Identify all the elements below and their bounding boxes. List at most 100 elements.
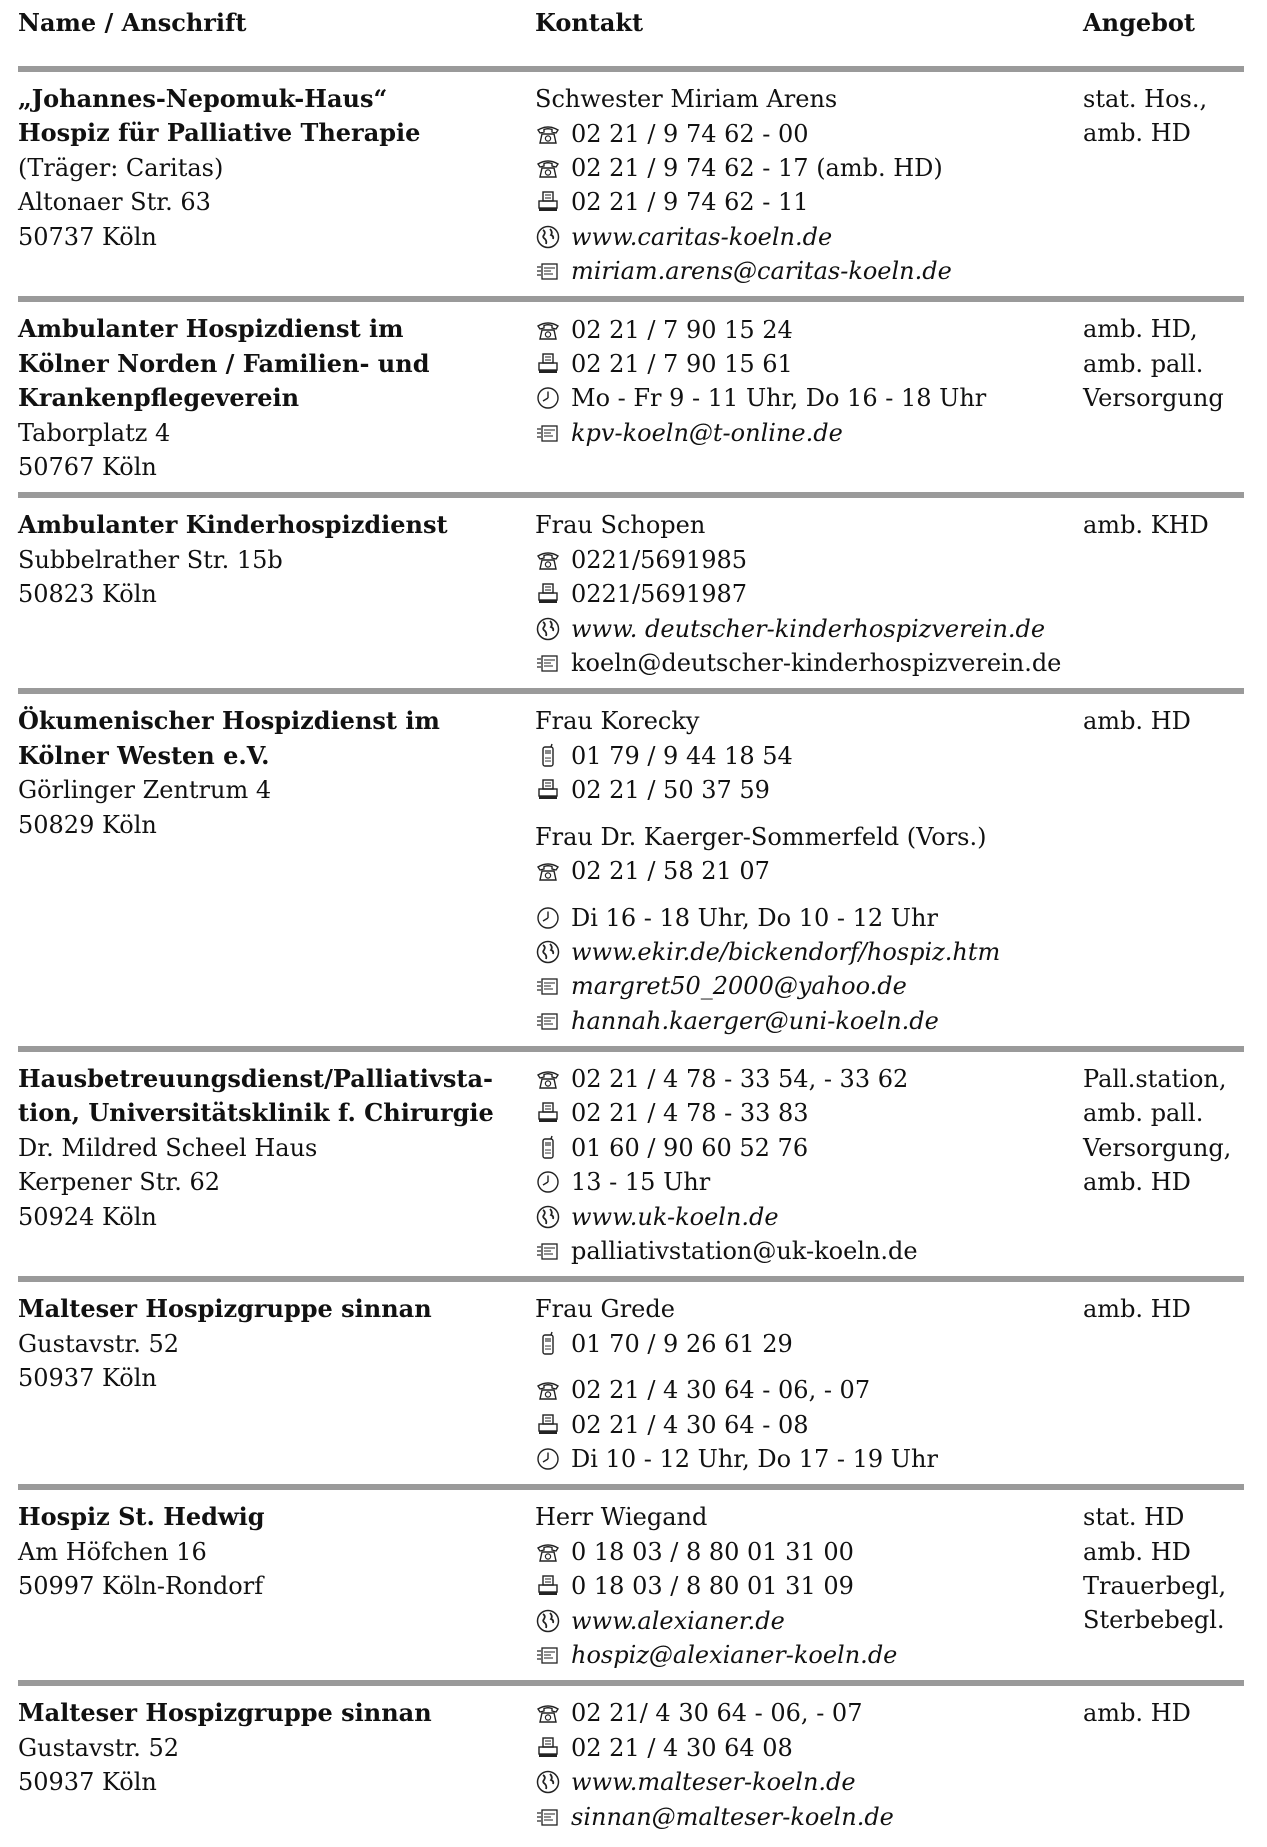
globe-icon [535,1204,571,1230]
row-divider [18,492,1244,499]
offer-text: Pall.station, [1083,1064,1227,1093]
contact-phone: 02 21 / 58 21 07 [535,854,1083,888]
contact-web: www.alexianer.de [535,1603,1083,1637]
offer-text: amb. HD [1083,1168,1191,1197]
contact-web-value[interactable]: www.alexianer.de [571,1606,785,1635]
address-line: Subbelrather Str. 15b [18,545,283,574]
spacer [535,888,1083,900]
contact-fax-value: 02 21 / 4 78 - 33 83 [571,1099,809,1128]
contact-fax: 02 21 / 50 37 59 [535,773,1083,807]
contact-clock: Di 16 - 18 Uhr, Do 10 - 12 Uhr [535,900,1083,934]
contact-phone-value: 0221/5691985 [571,545,748,574]
offer-text: amb. pall. [1083,349,1204,378]
table-row: „Johannes-Nepomuk-Haus“ Hospiz für Pallia… [18,72,1250,296]
contact-email-value[interactable]: hospiz@alexianer-koeln.de [571,1640,898,1669]
organization-name: Malteser Hospizgruppe sinnan [18,1294,432,1324]
contact-email-value[interactable]: sinnan@malteser-koeln.de [571,1802,894,1831]
contact-cell: Herr Wiegand 0 18 03 / 8 80 01 31 00 0 18 … [535,1500,1083,1672]
address-line: Taborplatz 4 [18,418,171,447]
mobile-phone-icon [535,1135,571,1161]
contact-fax-value: 02 21 / 50 37 59 [571,776,770,805]
offer-text: amb. HD [1083,707,1191,736]
contact-web: www.uk-koeln.de [535,1199,1083,1233]
globe-icon [535,616,571,642]
fax-icon [535,581,571,607]
offer-cell: amb. HD, amb. pall. Versorgung [1083,312,1244,484]
contact-fax: 02 21 / 7 90 15 61 [535,347,1083,381]
email-icon [535,420,571,446]
offer-text: amb. HD [1083,1295,1191,1324]
contact-clock-value: Di 10 - 12 Uhr, Do 17 - 19 Uhr [571,1445,938,1474]
contact-clock-value: Mo - Fr 9 - 11 Uhr, Do 16 - 18 Uhr [571,384,987,413]
contact-fax: 02 21 / 4 78 - 33 83 [535,1096,1083,1130]
contact-email-value[interactable]: miriam.arens@caritas-koeln.de [571,257,952,286]
contact-fax: 02 21 / 9 74 62 - 11 [535,185,1083,219]
contact-person: Frau Schopen [535,511,706,540]
contact-phone-value: 02 21 / 9 74 62 - 17 (amb. HD) [571,153,943,182]
table-row: Hospiz St. Hedwig Am Höfchen 16 50997 Köln… [18,1490,1250,1680]
organization-name: Kölner Westen e.V. [18,740,270,770]
address-line: 50997 Köln-Rondorf [18,1572,264,1601]
organization-name: Ambulanter Kinderhospizdienst [18,510,448,540]
organization-name: Malteser Hospizgruppe sinnan [18,1698,432,1728]
offer-text: amb. HD [1083,1537,1191,1566]
contact-phone-value: 02 21 / 9 74 62 - 00 [571,119,809,148]
contact-email: kpv-koeln@t-online.de [535,416,1083,450]
address-line: 50937 Köln [18,1364,157,1393]
contact-web: www.caritas-koeln.de [535,220,1083,254]
globe-icon [535,1769,571,1795]
name-address-cell: Hausbetreuungsdienst/Palliativsta-tion, … [18,1062,535,1268]
contact-web-value[interactable]: www.ekir.de/bickendorf/hospiz.htm [571,937,1001,966]
offer-text: amb. KHD [1083,511,1209,540]
row-divider [18,1680,1244,1687]
phone-icon [535,1066,571,1092]
contact-fax-value: 0 18 03 / 8 80 01 31 09 [571,1572,854,1601]
address-line: Gustavstr. 52 [18,1733,180,1762]
contact-email-value[interactable]: kpv-koeln@t-online.de [571,418,843,447]
name-address-cell: Ökumenischer Hospizdienst im Kölner Weste… [18,704,535,1038]
table-header: Name / Anschrift Kontakt Angebot [18,0,1250,66]
contact-phone: 02 21 / 9 74 62 - 17 (amb. HD) [535,151,1083,185]
table-row: Hausbetreuungsdienst/Palliativsta-tion, … [18,1052,1250,1276]
contact-web-value[interactable]: www.uk-koeln.de [571,1202,779,1231]
mobile-phone-icon [535,1331,571,1357]
organization-name: Hausbetreuungsdienst/Palliativsta- [18,1063,493,1093]
row-divider [18,1484,1244,1491]
globe-icon [535,224,571,250]
contact-web-value[interactable]: www.caritas-koeln.de [571,222,833,251]
contact-email: palliativstation@uk-koeln.de [535,1234,1083,1268]
fax-icon [535,189,571,215]
contact-web-value[interactable]: www.malteser-koeln.de [571,1768,856,1797]
table-row: Malteser Hospizgruppe sinnan Gustavstr. 5… [18,1686,1250,1842]
contact-phone: 02 21 / 9 74 62 - 00 [535,116,1083,150]
table-row: Ambulanter Kinderhospizdienst Subbelrathe… [18,498,1250,688]
contact-email-value[interactable]: margret50_2000@yahoo.de [571,972,907,1001]
organization-name: Ökumenischer Hospizdienst im [18,706,440,736]
contact-cell: Frau Schopen 0221/5691985 0221/5691987 www.… [535,508,1083,680]
contact-email-value[interactable]: hannah.kaerger@uni-koeln.de [571,1006,939,1035]
contact-email-value[interactable]: palliativstation@uk-koeln.de [571,1237,918,1266]
table-body: „Johannes-Nepomuk-Haus“ Hospiz für Pallia… [18,66,1250,1842]
contact-email-value[interactable]: koeln@deutscher-kinderhospizverein.de [571,649,1062,678]
contact-cell: Frau Korecky 01 79 / 9 44 18 54 02 21 / 50… [535,704,1083,1038]
contact-phone-value: 0 18 03 / 8 80 01 31 00 [571,1537,854,1566]
contact-phone: 02 21/ 4 30 64 - 06, - 07 [535,1696,1083,1730]
contact-web: www. deutscher-kinderhospizverein.de [535,612,1083,646]
contact-fax-value: 02 21 / 9 74 62 - 11 [571,188,809,217]
address-line: Altonaer Str. 63 [18,188,211,217]
offer-text: Sterbebegl. [1083,1606,1225,1635]
contact-web-value[interactable]: www. deutscher-kinderhospizverein.de [571,614,1046,643]
fax-icon [535,1735,571,1761]
email-icon [535,973,571,999]
clock-icon [535,905,571,931]
contact-phone-value: 02 21 / 4 78 - 33 54, - 33 62 [571,1065,909,1094]
contact-person: Herr Wiegand [535,1503,708,1532]
offer-cell: amb. HD [1083,704,1244,1038]
address-line: 50767 Köln [18,452,157,481]
table-row: Ambulanter Hospizdienst im Kölner Norden … [18,302,1250,492]
offer-text: amb. pall. [1083,1099,1204,1128]
contact-email: margret50_2000@yahoo.de [535,969,1083,1003]
address-line: Kerpener Str. 62 [18,1168,221,1197]
contact-phone-value: 02 21 / 4 30 64 - 06, - 07 [571,1376,871,1405]
address-line: 50737 Köln [18,222,157,251]
